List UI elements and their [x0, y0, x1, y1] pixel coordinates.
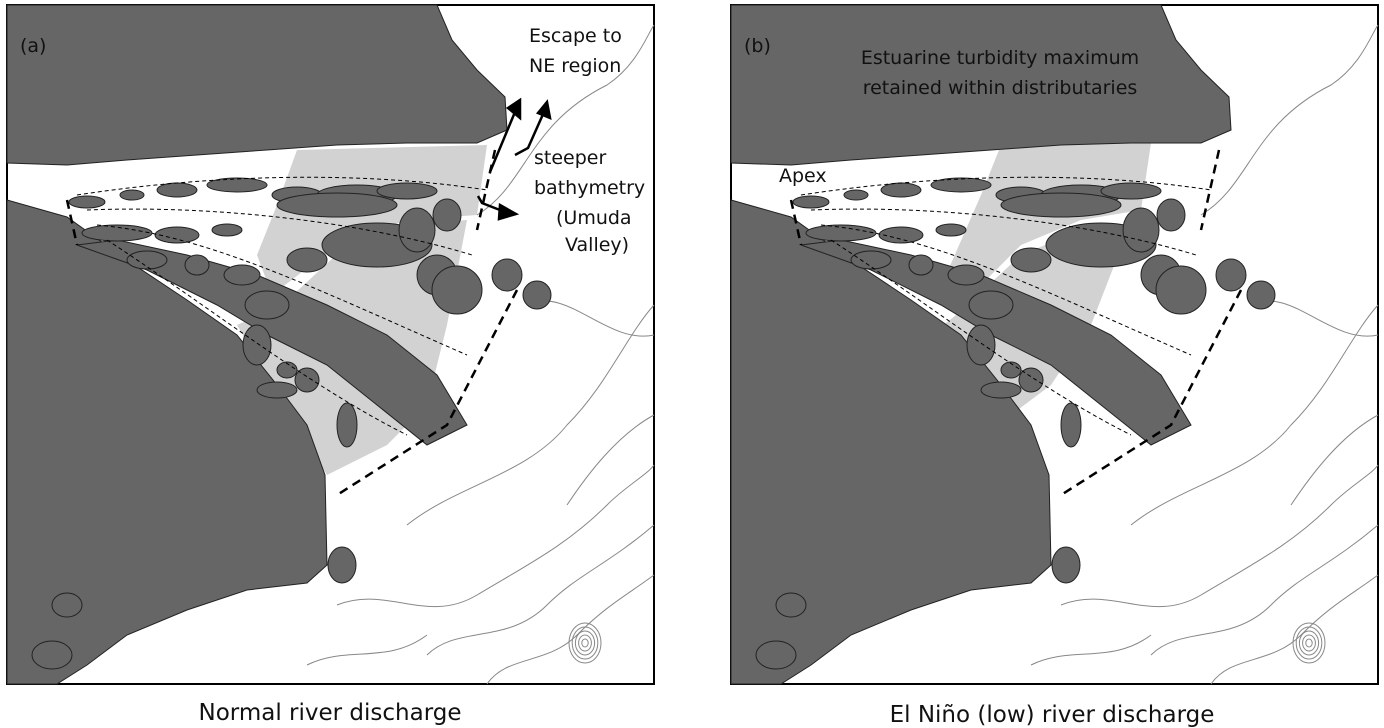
annotation: retained within distributaries	[863, 77, 1138, 99]
island	[851, 251, 891, 269]
annotation: Estuarine turbidity maximum	[861, 47, 1139, 69]
annotation: Valley)	[565, 234, 629, 256]
annotation: steeper	[534, 147, 606, 169]
island	[32, 641, 72, 669]
island	[432, 266, 482, 314]
island	[844, 190, 868, 200]
island	[756, 641, 796, 669]
annotation: Escape to	[529, 25, 622, 47]
island	[1011, 248, 1051, 272]
island	[257, 382, 297, 398]
island	[1157, 199, 1185, 231]
island	[207, 178, 267, 192]
island	[245, 291, 289, 319]
land	[7, 5, 507, 165]
island	[82, 225, 152, 241]
island	[1156, 266, 1206, 314]
island	[936, 224, 966, 236]
annotation: NE region	[529, 55, 621, 77]
caption: El Niño (low) river discharge	[890, 702, 1215, 728]
island	[157, 183, 197, 197]
island	[120, 190, 144, 200]
island	[69, 196, 105, 208]
annotation: bathymetry	[534, 177, 645, 199]
island	[1216, 259, 1246, 291]
island	[881, 183, 921, 197]
island	[969, 291, 1013, 319]
island	[277, 362, 297, 378]
island	[1001, 193, 1121, 217]
island	[243, 325, 271, 365]
island	[1001, 362, 1021, 378]
island	[377, 183, 437, 199]
island	[1052, 547, 1080, 583]
island	[967, 325, 995, 365]
island	[1123, 208, 1159, 252]
island	[931, 178, 991, 192]
panel-label: (a)	[20, 35, 46, 57]
island	[806, 225, 876, 241]
island	[1101, 183, 1161, 199]
figure: (a) (b) Escape to NE region steeper bath…	[0, 0, 1384, 728]
island	[909, 255, 933, 275]
island	[185, 255, 209, 275]
island	[1061, 403, 1081, 447]
island	[1247, 281, 1275, 309]
panel-label: (b)	[744, 35, 771, 57]
annotation: Apex	[779, 165, 827, 187]
island	[981, 382, 1021, 398]
island	[328, 547, 356, 583]
island	[277, 193, 397, 217]
island	[948, 265, 984, 285]
island	[212, 224, 242, 236]
island	[52, 593, 82, 617]
island	[433, 199, 461, 231]
annotation: (Umuda	[556, 207, 632, 229]
island	[127, 251, 167, 269]
island	[793, 196, 829, 208]
island	[337, 403, 357, 447]
panel-b	[731, 5, 1378, 684]
island	[776, 593, 806, 617]
island	[492, 259, 522, 291]
caption: Normal river discharge	[199, 700, 462, 726]
island	[399, 208, 435, 252]
island	[287, 248, 327, 272]
panel-a	[7, 5, 654, 684]
island	[523, 281, 551, 309]
island	[224, 265, 260, 285]
